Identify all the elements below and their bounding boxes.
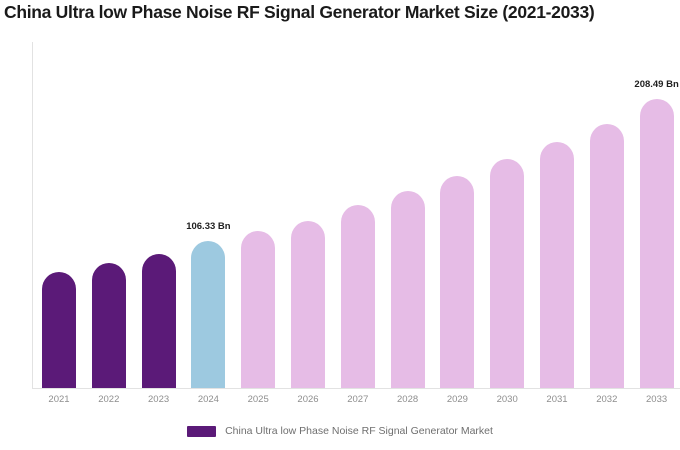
x-axis-tick-label-2033: 2033 (646, 394, 668, 405)
bar-2024[interactable] (191, 240, 226, 388)
x-axis-tick-label-2030: 2030 (496, 394, 518, 405)
bar-2030[interactable] (490, 158, 525, 388)
bar-group: 2023 (141, 41, 176, 405)
x-axis-tick-label-2028: 2028 (397, 394, 419, 405)
x-axis-tick-label-2032: 2032 (596, 394, 618, 405)
bar-group: 2032 (589, 41, 624, 405)
x-axis-line (32, 388, 680, 389)
x-axis-tick-label-2022: 2022 (98, 394, 120, 405)
x-axis-tick-label-2025: 2025 (247, 394, 269, 405)
bar-group: 2030 (490, 41, 525, 405)
bar-2027[interactable] (340, 205, 375, 388)
x-axis-tick-label-2026: 2026 (297, 394, 319, 405)
bar-group: 2025 (241, 41, 276, 405)
bar-2021[interactable] (42, 271, 76, 388)
bar-group: 2028 (390, 41, 425, 405)
bar-group: 2026 (291, 41, 325, 405)
chart-legend: China Ultra low Phase Noise RF Signal Ge… (0, 425, 680, 437)
bar-2025[interactable] (241, 230, 276, 388)
bar-2033[interactable] (639, 99, 674, 388)
bar-group: 2029 (440, 41, 475, 405)
x-axis-tick-label-2023: 2023 (148, 394, 170, 405)
bar-group: 2027 (340, 41, 375, 405)
bar-2031[interactable] (540, 141, 574, 388)
bar-2022[interactable] (91, 262, 126, 388)
bar-group: 2021 (42, 41, 76, 405)
bar-group: 2031 (540, 41, 574, 405)
bar-group: 106.33 Bn 2024 (186, 41, 230, 405)
x-axis-tick-label-2031: 2031 (546, 394, 568, 405)
chart-title: China Ultra low Phase Noise RF Signal Ge… (4, 2, 595, 22)
bar-group: 2022 (91, 41, 126, 405)
x-axis-tick-label-2021: 2021 (48, 394, 70, 405)
bar-value-label-2024: 106.33 Bn (186, 220, 231, 232)
bar-group: 208.49 Bn 2033 (634, 41, 678, 405)
bar-2023[interactable] (141, 254, 176, 388)
legend-swatch-market (187, 425, 217, 437)
bar-2028[interactable] (390, 190, 425, 388)
x-axis-tick-label-2024: 2024 (197, 394, 219, 405)
x-axis-tick-label-2029: 2029 (446, 394, 468, 405)
bar-value-label-2033: 208.49 Bn (634, 79, 679, 91)
bar-2029[interactable] (440, 175, 475, 388)
legend-label-market: China Ultra low Phase Noise RF Signal Ge… (225, 425, 493, 437)
bar-2032[interactable] (589, 123, 624, 388)
y-axis-line (32, 42, 33, 389)
x-axis-tick-label-2027: 2027 (347, 394, 369, 405)
bar-2026[interactable] (291, 221, 325, 388)
